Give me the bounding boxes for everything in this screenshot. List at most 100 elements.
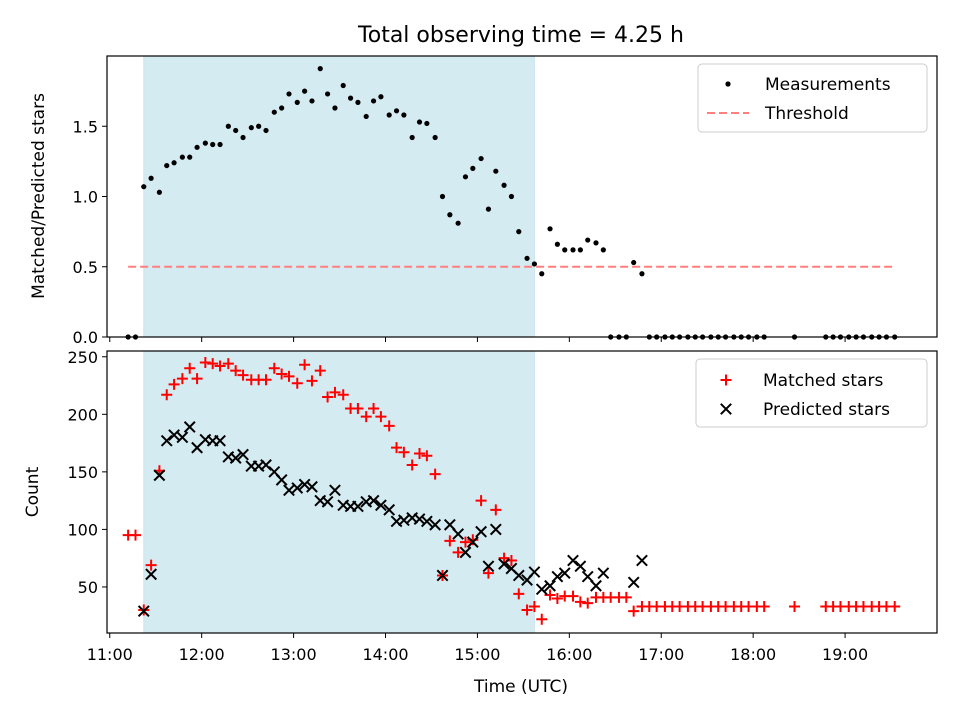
measurement-point: [393, 108, 400, 114]
y-tick-label: 0.5: [73, 258, 98, 277]
predicted-point: [283, 484, 295, 497]
matched-point: [889, 601, 901, 613]
measurement-point: [355, 99, 361, 105]
matched-point: [551, 592, 563, 604]
measurement-point: [501, 182, 507, 188]
matched-point: [758, 601, 770, 613]
time-x-axis-label: Time (UTC): [473, 677, 568, 697]
measurement-point: [554, 241, 560, 247]
measurement-point: [309, 98, 315, 104]
predicted-point: [329, 484, 341, 497]
matched-point: [498, 552, 510, 564]
observing-window-highlight: [143, 55, 535, 338]
predicted-point: [475, 525, 488, 538]
matched-points: [122, 357, 901, 625]
matched-point: [368, 403, 380, 415]
x-tick-label: 17:00: [638, 645, 684, 664]
matched-point: [214, 360, 226, 372]
count-y-axis: 50 100 150 200 250: [67, 348, 107, 597]
count-panel: 50 100 150 200 250 11:00 12:00 13:00 14:00 15:00…: [23, 348, 938, 697]
predicted-point: [367, 494, 380, 507]
predicted-point: [229, 452, 242, 464]
predicted-points: [137, 421, 648, 618]
ratio-x-ticks: [109, 337, 846, 342]
measurement-point: [302, 88, 308, 94]
measurement-point: [455, 220, 461, 226]
matched-point: [582, 597, 594, 609]
measurement-point: [340, 82, 346, 89]
x-tick-label: 16:00: [546, 645, 592, 664]
measurement-point: [478, 155, 484, 162]
measurement-point: [233, 127, 239, 134]
measurement-point: [141, 184, 147, 190]
matched-point: [398, 446, 410, 458]
measurement-point: [401, 112, 407, 118]
matched-point: [567, 590, 579, 602]
matched-point: [337, 389, 349, 401]
legend-label-threshold: Threshold: [764, 104, 849, 124]
y-tick-label: 0.0: [73, 328, 98, 347]
matched-point: [406, 459, 418, 471]
matched-point: [268, 362, 280, 374]
predicted-point: [291, 482, 304, 494]
measurement-point: [432, 134, 438, 141]
predicted-point: [321, 495, 334, 508]
count-plot-frame: [106, 350, 938, 634]
measurement-point: [577, 247, 583, 253]
measurement-point: [585, 237, 591, 243]
measurement-point: [485, 206, 492, 212]
predicted-point: [306, 480, 318, 493]
measurement-point: [470, 165, 476, 171]
count-y-axis-label: Count: [23, 466, 43, 517]
measurement-point: [370, 98, 377, 104]
measurement-point: [531, 261, 538, 267]
predicted-point: [498, 558, 510, 570]
predicted-point: [420, 515, 433, 528]
matched-point: [237, 369, 249, 381]
predicted-point: [590, 579, 602, 592]
predicted-point: [352, 500, 364, 513]
measurement-point: [187, 154, 193, 160]
matched-point: [383, 420, 395, 432]
matched-point: [375, 411, 387, 423]
matched-point: [168, 378, 180, 390]
matched-point: [459, 536, 471, 548]
x-tick-label: 13:00: [271, 645, 317, 664]
predicted-point: [168, 429, 181, 441]
measurement-point: [148, 175, 154, 181]
measurement-point: [439, 193, 446, 200]
measurement-point: [240, 134, 246, 141]
predicted-point: [558, 567, 571, 580]
measurement-point: [179, 154, 185, 160]
ratio-y-axis: 0.0 0.5 1.0 1.5: [73, 117, 107, 347]
predicted-point: [636, 554, 648, 567]
matched-point: [161, 389, 173, 401]
matched-point: [352, 403, 364, 415]
measurement-point: [539, 271, 545, 277]
matched-point: [191, 373, 203, 385]
matched-point: [574, 596, 586, 608]
x-tick-label: 18:00: [730, 645, 776, 664]
y-tick-label: 1.5: [73, 117, 98, 136]
matched-point: [482, 567, 494, 579]
matched-point: [276, 368, 288, 380]
predicted-point: [489, 523, 502, 536]
measurement-point: [447, 212, 453, 218]
measurement-point: [217, 141, 223, 148]
predicted-point: [153, 469, 166, 482]
ratio-plot-frame: [106, 55, 938, 338]
measurement-point: [493, 168, 499, 174]
measurement-point: [508, 193, 515, 200]
measurement-point: [271, 109, 277, 115]
predicted-point: [397, 514, 410, 527]
measurement-point: [263, 127, 269, 134]
predicted-point: [413, 513, 426, 525]
matched-point: [329, 386, 341, 398]
measurement-point: [363, 113, 369, 120]
matched-point: [528, 601, 540, 613]
matched-point: [145, 559, 157, 571]
y-tick-label: 1.0: [73, 188, 98, 207]
matched-point: [444, 535, 456, 547]
measurement-point: [593, 240, 599, 246]
